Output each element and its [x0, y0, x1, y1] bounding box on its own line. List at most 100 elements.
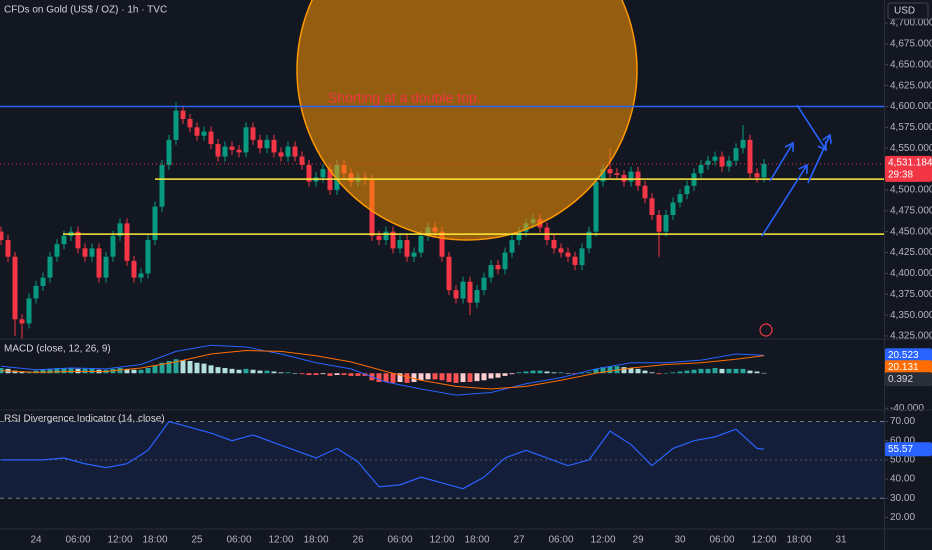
- histogram-bar: [12, 370, 18, 374]
- candle-body: [747, 139, 753, 174]
- candle-body: [390, 231, 396, 249]
- histogram-bar: [173, 359, 179, 374]
- rsi-value-bg: [885, 442, 932, 457]
- x-tick-label: 25: [191, 535, 203, 546]
- candle-body: [551, 240, 557, 249]
- histogram-bar: [481, 373, 487, 381]
- y-tick-label: 4,600.000: [890, 101, 932, 112]
- candle-body: [166, 139, 172, 165]
- alert-icon[interactable]: [759, 323, 773, 337]
- currency-button[interactable]: [887, 2, 929, 20]
- histogram-bar: [551, 372, 557, 374]
- histogram-bar: [712, 368, 718, 374]
- candle-body: [740, 139, 746, 149]
- histogram-bar: [502, 373, 508, 376]
- x-tick-label: 18:00: [786, 535, 811, 546]
- series-value-bg: [885, 360, 932, 375]
- histogram-bar: [719, 368, 725, 374]
- candle-body: [201, 131, 207, 136]
- candle-body: [628, 171, 634, 182]
- histogram-bar: [726, 368, 732, 374]
- x-tick-label: 06:00: [709, 535, 734, 546]
- histogram-bar: [278, 372, 284, 374]
- histogram-bar: [117, 368, 123, 374]
- arrow: [796, 104, 826, 150]
- candle-body: [299, 156, 305, 165]
- candle-body: [82, 248, 88, 257]
- histogram-bar: [131, 369, 137, 374]
- candle-body: [712, 156, 718, 161]
- histogram-bar: [236, 369, 242, 374]
- candle-body: [75, 231, 81, 249]
- candle-body: [33, 285, 39, 299]
- candle-body: [180, 110, 186, 120]
- histogram-bar: [691, 369, 697, 374]
- histogram-bar: [684, 370, 690, 374]
- histogram-bar: [19, 371, 25, 374]
- candle-body: [586, 231, 592, 249]
- arrow: [761, 165, 807, 237]
- y-tick-label: 60.00: [890, 435, 915, 446]
- candle-body: [61, 235, 67, 245]
- histogram-bar: [544, 371, 550, 374]
- candle-body: [495, 265, 501, 270]
- y-tick-label: 4,400.000: [890, 268, 932, 279]
- y-tick-label: 50.00: [890, 455, 915, 466]
- histogram-bar: [306, 373, 312, 375]
- y-tick-label: 4,325.000: [890, 331, 932, 342]
- histogram-bar: [250, 369, 256, 374]
- histogram-bar: [495, 373, 501, 378]
- candle-body: [383, 231, 389, 241]
- y-tick-label: 4,375.000: [890, 289, 932, 300]
- x-tick-label: 12:00: [107, 535, 132, 546]
- histogram-bar: [194, 362, 200, 374]
- histogram-bar: [299, 373, 305, 375]
- histogram-bar: [754, 371, 760, 374]
- x-tick-label: 30: [674, 535, 686, 546]
- plot-area: 4,325.000 4,350.000 4,375.000 4,400.000 4,42…: [0, 18, 932, 546]
- histogram-bar: [47, 368, 53, 374]
- macd-title: MACD (close, 12, 26, 9): [4, 344, 111, 355]
- y-tick-label: 4,700.000: [890, 18, 932, 29]
- histogram-bar: [61, 368, 67, 374]
- histogram-bar: [390, 373, 396, 383]
- histogram-bar: [488, 373, 494, 379]
- histogram-bar: [264, 370, 270, 374]
- candle-body: [250, 127, 256, 140]
- candle-body: [320, 169, 326, 178]
- candle-body: [96, 248, 102, 278]
- histogram-bar: [642, 370, 648, 374]
- series-value: 20.131: [888, 362, 919, 373]
- candle-body: [593, 181, 599, 232]
- histogram-bar: [68, 368, 74, 374]
- histogram-bar: [586, 372, 592, 374]
- candle-body: [215, 144, 221, 157]
- candle-body: [12, 256, 18, 320]
- candle-body: [754, 173, 760, 178]
- histogram-bar: [670, 372, 676, 374]
- annotation: Shorting at a double top.: [328, 90, 481, 106]
- candle-body: [152, 206, 158, 241]
- candle-body: [698, 164, 704, 174]
- histogram-bar: [327, 373, 333, 376]
- histogram-bar: [460, 373, 466, 382]
- histogram-bar: [705, 368, 711, 374]
- arrow: [769, 143, 793, 182]
- candle-body: [5, 240, 11, 257]
- candle-body: [404, 240, 410, 257]
- y-tick-label: -40.000: [890, 403, 924, 414]
- series-value: 20.523: [888, 350, 919, 361]
- y-tick-label: 4,425.000: [890, 247, 932, 258]
- rsi-value: 55.57: [888, 444, 913, 455]
- histogram-bar: [621, 367, 627, 374]
- histogram-bar: [383, 373, 389, 382]
- arrow: [807, 135, 830, 184]
- histogram-bar: [124, 368, 130, 374]
- histogram-bar: [201, 363, 207, 374]
- candle-body: [733, 148, 739, 161]
- candle-body: [257, 139, 263, 149]
- candle-body: [705, 160, 711, 165]
- x-tick-label: 12:00: [268, 535, 293, 546]
- macd-line: [0, 349, 765, 390]
